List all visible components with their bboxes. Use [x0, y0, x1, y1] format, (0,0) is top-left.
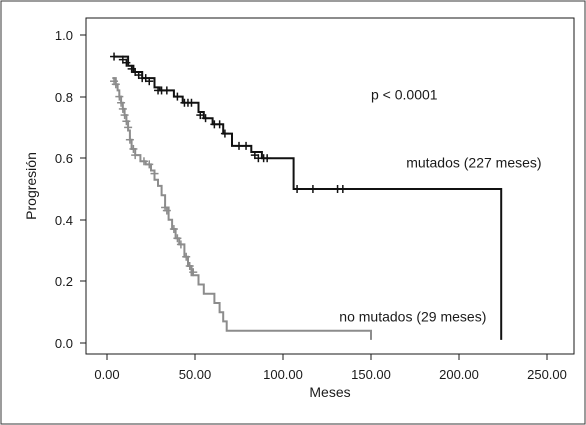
survival-curves	[110, 52, 503, 340]
censor-mark	[145, 77, 154, 86]
censor-mark	[118, 104, 127, 113]
x-axis-title: Meses	[309, 384, 350, 400]
x-tick-label: 0.00	[94, 367, 119, 382]
censor-mark	[110, 52, 119, 61]
y-tick-label: 1.0	[55, 28, 73, 43]
p-value-label: p < 0.0001	[371, 87, 438, 103]
censor-mark	[263, 154, 272, 163]
censor-mark	[173, 234, 182, 243]
y-tick-label: 0.2	[55, 274, 73, 289]
y-tick-label: 0.8	[55, 90, 73, 105]
censor-mark	[111, 80, 120, 89]
censor-mark	[145, 160, 154, 169]
censor-mark	[235, 141, 243, 150]
censor-mark	[124, 123, 133, 132]
censor-mark	[293, 185, 302, 193]
y-axis-title: Progresión	[23, 152, 39, 220]
censor-mark	[120, 111, 129, 120]
censor-mark	[117, 98, 126, 107]
censor-mark	[220, 129, 229, 138]
x-tick-label: 150.00	[351, 367, 391, 382]
y-axis-ticks: 0.0 0.2 0.4 0.6 0.8 1.0	[55, 28, 86, 351]
censor-mark	[176, 240, 185, 249]
censor-mark	[162, 86, 171, 95]
non-mutated-curve-label: no mutados (29 meses)	[339, 308, 486, 324]
censor-mark	[242, 141, 251, 150]
censor-mark	[139, 157, 148, 166]
censor-mark	[196, 111, 205, 120]
y-tick-label: 0.4	[55, 213, 73, 228]
censor-mark	[187, 98, 196, 107]
censor-mark	[215, 120, 224, 129]
censor-mark	[115, 92, 124, 101]
censor-mark	[129, 144, 138, 153]
censor-mark	[122, 117, 131, 126]
mutated-survival-line	[114, 55, 503, 340]
y-tick-label: 0.6	[55, 151, 73, 166]
censor-mark	[122, 58, 131, 67]
censor-mark	[201, 114, 210, 123]
y-tick-label: 0.0	[55, 336, 73, 351]
mutated-curve-label: mutados (227 meses)	[406, 154, 541, 170]
censor-mark	[173, 92, 182, 101]
censor-mark	[338, 185, 347, 193]
x-tick-label: 100.00	[263, 367, 303, 382]
censor-mark	[150, 169, 159, 178]
censor-mark	[189, 268, 198, 277]
x-axis-ticks: 0.00 50.00 100.00 150.00 200.00 250.00	[94, 354, 567, 382]
censor-mark	[131, 151, 140, 160]
x-tick-label: 200.00	[439, 367, 479, 382]
censor-mark	[308, 185, 317, 193]
x-tick-label: 250.00	[527, 367, 567, 382]
plot-area	[85, 17, 575, 355]
censor-mark	[182, 252, 191, 261]
censor-mark	[185, 262, 194, 270]
censor-mark	[125, 135, 134, 144]
censor-mark	[169, 225, 178, 234]
censor-mark	[162, 206, 171, 215]
x-tick-label: 50.00	[179, 367, 212, 382]
